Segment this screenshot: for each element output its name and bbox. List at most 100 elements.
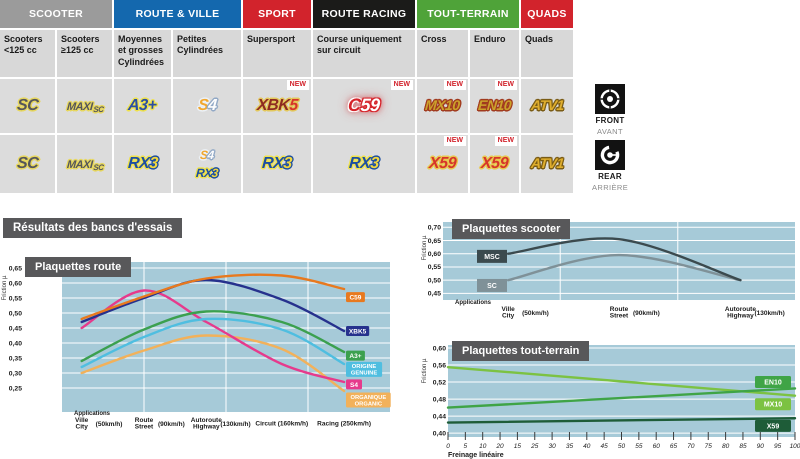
svg-text:EN10: EN10: [764, 379, 782, 386]
new-badge: NEW: [443, 80, 466, 90]
subheader-cross: Cross: [417, 30, 468, 77]
product-cell-front-2: A3+: [114, 79, 171, 133]
svg-text:0,55: 0,55: [428, 264, 441, 271]
svg-text:S4: S4: [350, 382, 358, 389]
svg-text:80: 80: [722, 443, 730, 450]
svg-text:Ville: Ville: [501, 306, 515, 313]
subheader-quads: Quads: [521, 30, 573, 77]
svg-text:Highway: Highway: [193, 424, 220, 431]
product-logo: ATV1: [530, 154, 565, 171]
product-cell-front-1: MAXISC: [57, 79, 112, 133]
product-cell-front-7: NEW EN10: [470, 79, 519, 133]
product-logo: XBK5: [256, 96, 299, 114]
svg-text:GENUINE: GENUINE: [351, 371, 378, 377]
svg-text:0,60: 0,60: [433, 345, 446, 352]
product-logo: RX3: [127, 154, 158, 172]
svg-text:0,65: 0,65: [428, 238, 441, 245]
svg-text:60: 60: [653, 443, 661, 450]
group-header-sport: SPORT: [243, 0, 311, 28]
front-label-en: FRONT: [595, 116, 625, 125]
svg-text:100: 100: [790, 443, 800, 450]
svg-text:(50km/h): (50km/h): [96, 421, 123, 428]
svg-text:0,50: 0,50: [428, 277, 441, 284]
svg-text:90: 90: [757, 443, 765, 450]
product-cell-rear-0: SC: [0, 135, 55, 193]
group-header-route-racing: ROUTE RACING: [313, 0, 415, 28]
svg-text:Street: Street: [610, 313, 629, 320]
product-table: SCOOTER ROUTE & VILLE SPORT ROUTE RACING…: [0, 0, 573, 193]
svg-text:0,45: 0,45: [428, 291, 441, 298]
rear-position-block: REAR ARRIÈRE: [592, 140, 628, 192]
svg-text:50: 50: [618, 443, 626, 450]
svg-text:Circuit (160km/h): Circuit (160km/h): [255, 421, 308, 428]
svg-text:0,48: 0,48: [433, 396, 446, 403]
new-badge: NEW: [494, 136, 517, 146]
group-header-tout-terrain: TOUT-TERRAIN: [417, 0, 519, 28]
rear-label-en: REAR: [598, 172, 622, 181]
product-logo: EN10: [477, 96, 512, 113]
section-title: Résultats des bancs d'essais: [3, 218, 183, 238]
svg-text:XBK5: XBK5: [349, 328, 367, 335]
svg-text:35: 35: [566, 443, 574, 450]
svg-text:95: 95: [774, 443, 782, 450]
new-badge: NEW: [286, 80, 309, 90]
svg-text:30: 30: [548, 443, 556, 450]
svg-text:ORGANIC: ORGANIC: [355, 401, 383, 407]
product-logo: S4: [199, 147, 215, 162]
product-logo: RX3: [195, 165, 219, 180]
svg-text:(90km/h): (90km/h): [158, 421, 185, 428]
subheader-course-circuit: Course uniquement sur circuit: [313, 30, 415, 77]
svg-text:ORIGINE: ORIGINE: [352, 364, 377, 370]
new-badge: NEW: [443, 136, 466, 146]
svg-text:15: 15: [514, 443, 522, 450]
product-logo: C59: [347, 95, 381, 116]
svg-text:Freinage linéaire: Freinage linéaire: [448, 452, 504, 459]
group-header-quads: QUADS: [521, 0, 573, 28]
svg-text:0,25: 0,25: [9, 385, 22, 392]
svg-text:Ville: Ville: [75, 417, 89, 424]
svg-text:Route: Route: [610, 306, 629, 313]
product-logo: X59: [480, 154, 509, 172]
product-cell-rear-3: S4 RX3: [173, 135, 241, 193]
svg-text:0: 0: [446, 443, 450, 450]
svg-text:0,40: 0,40: [9, 340, 22, 347]
svg-text:55: 55: [635, 443, 643, 450]
product-logo: MAXISC: [66, 158, 104, 172]
svg-text:(50km/h): (50km/h): [522, 310, 549, 317]
svg-text:City: City: [502, 313, 515, 320]
svg-text:0,60: 0,60: [428, 251, 441, 258]
svg-text:Route: Route: [135, 417, 154, 424]
svg-text:(130km/h): (130km/h): [754, 310, 784, 317]
product-cell-front-8: ATV1: [521, 79, 573, 133]
product-logo: RX3: [348, 154, 380, 172]
svg-text:A3+: A3+: [349, 353, 361, 360]
svg-text:Friction µ: Friction µ: [422, 358, 428, 383]
svg-text:5: 5: [464, 443, 468, 450]
product-logo: MX10: [424, 96, 461, 113]
subheader-petites-cylindrees: Petites Cylindrées: [173, 30, 241, 77]
svg-text:Friction µ: Friction µ: [2, 275, 8, 300]
product-cell-front-6: NEW MX10: [417, 79, 468, 133]
svg-text:40: 40: [583, 443, 591, 450]
product-cell-front-5: NEW C59: [313, 79, 415, 133]
subheader-scooters-large: Scooters ≥125 cc: [57, 30, 112, 77]
svg-text:Racing (250km/h): Racing (250km/h): [317, 421, 371, 428]
svg-text:Highway: Highway: [727, 313, 754, 320]
new-badge: NEW: [494, 80, 517, 90]
svg-text:0,52: 0,52: [433, 379, 446, 386]
front-position-block: FRONT AVANT: [592, 84, 628, 136]
svg-text:25: 25: [530, 443, 539, 450]
group-header-route-ville: ROUTE & VILLE: [114, 0, 241, 28]
product-cell-rear-7: NEW X59: [470, 135, 519, 193]
product-cell-front-3: S4: [173, 79, 241, 133]
front-brake-disc-icon: [595, 84, 625, 114]
svg-text:0,55: 0,55: [9, 295, 22, 302]
product-cell-rear-5: RX3: [313, 135, 415, 193]
svg-text:MSC: MSC: [484, 254, 500, 261]
svg-text:Street: Street: [135, 424, 154, 431]
product-cell-rear-4: RX3: [243, 135, 311, 193]
svg-text:0,60: 0,60: [9, 280, 22, 287]
scooter-chart: 0,70 0,65 0,60 0,55 0,50 0,45 Friction µ VilleC…: [422, 222, 795, 320]
svg-text:C59: C59: [349, 295, 361, 302]
svg-text:(130km/h): (130km/h): [220, 421, 250, 428]
